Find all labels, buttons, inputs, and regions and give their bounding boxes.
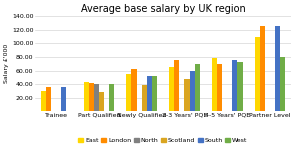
Bar	[147, 76, 152, 111]
Bar	[232, 60, 237, 111]
Bar	[142, 85, 147, 111]
Bar	[255, 37, 260, 111]
Bar	[99, 92, 104, 111]
Bar	[109, 84, 114, 111]
Bar	[94, 84, 99, 111]
Bar	[217, 64, 222, 111]
Legend: East, London, North, Scotland, South, West: East, London, North, Scotland, South, We…	[76, 135, 250, 146]
Bar	[237, 62, 243, 111]
Bar	[275, 27, 280, 111]
Bar	[184, 79, 189, 111]
Bar	[189, 70, 195, 111]
Bar	[61, 87, 67, 111]
Y-axis label: Salary £'000: Salary £'000	[4, 44, 9, 83]
Bar	[280, 57, 285, 111]
Bar	[212, 58, 217, 111]
Bar	[195, 64, 200, 111]
Bar	[46, 87, 51, 111]
Bar	[169, 67, 174, 111]
Bar	[131, 69, 137, 111]
Bar	[41, 91, 46, 111]
Title: Average base salary by UK region: Average base salary by UK region	[81, 4, 245, 14]
Bar	[126, 74, 131, 111]
Bar	[260, 27, 265, 111]
Bar	[174, 60, 179, 111]
Bar	[89, 83, 94, 111]
Bar	[152, 76, 157, 111]
Bar	[83, 82, 89, 111]
